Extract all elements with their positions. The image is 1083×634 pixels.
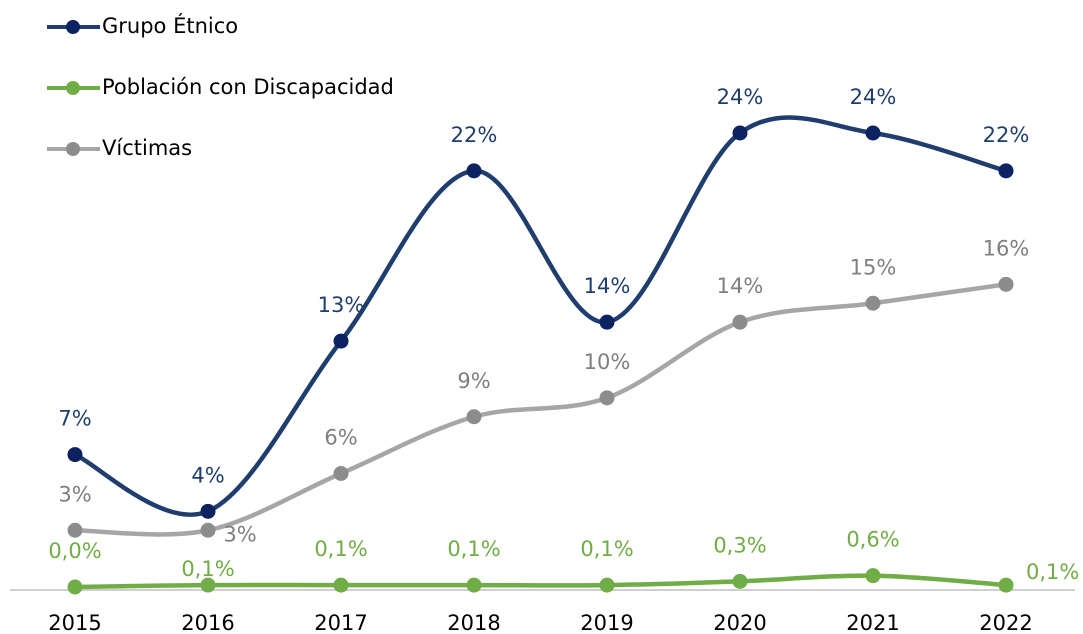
data-label: 7% [58, 407, 91, 431]
legend-label: Víctimas [102, 136, 192, 160]
data-label: 0,1% [447, 537, 500, 561]
data-label: 22% [983, 123, 1030, 147]
data-label: 22% [451, 123, 498, 147]
data-label: 4% [191, 463, 224, 487]
series-line [74, 573, 1007, 590]
x-tick-label: 2019 [580, 611, 633, 634]
point [732, 573, 748, 589]
data-label: 24% [850, 85, 897, 109]
series-line [74, 282, 1007, 537]
legend-label: Grupo Étnico [102, 13, 238, 38]
point [67, 579, 83, 595]
point [333, 333, 349, 349]
x-tick-label: 2015 [48, 611, 101, 634]
point [67, 522, 83, 538]
point [466, 409, 482, 425]
point [333, 577, 349, 593]
x-tick-label: 2022 [979, 611, 1032, 634]
point [200, 577, 216, 593]
data-label: 24% [717, 85, 764, 109]
x-tick-label: 2018 [447, 611, 500, 634]
point [998, 163, 1014, 179]
point [865, 568, 881, 584]
point [466, 577, 482, 593]
point [732, 314, 748, 330]
data-label: 3% [223, 522, 256, 546]
point [333, 466, 349, 481]
data-label: 0,6% [846, 528, 899, 552]
data-label: 14% [717, 274, 764, 298]
point [466, 163, 482, 179]
point [200, 522, 216, 538]
point [599, 314, 615, 330]
data-label: 0,3% [713, 533, 766, 557]
point [67, 447, 83, 463]
data-label: 0,0% [48, 539, 101, 563]
x-tick-label: 2021 [846, 611, 899, 634]
point [599, 577, 615, 593]
legend-marker [66, 81, 80, 95]
point [865, 125, 881, 141]
legend-marker [66, 20, 80, 34]
series-line [74, 115, 1007, 517]
x-tick-label: 2017 [314, 611, 367, 634]
point [998, 577, 1014, 593]
data-label: 14% [584, 274, 631, 298]
x-tick-label: 2020 [713, 611, 766, 634]
data-label: 0,1% [580, 537, 633, 561]
legend-marker [66, 142, 80, 156]
point [865, 295, 881, 311]
point [599, 390, 615, 406]
data-label: 0,1% [314, 537, 367, 561]
data-label: 0,1% [181, 557, 234, 581]
point [998, 276, 1014, 292]
data-label: 3% [58, 482, 91, 506]
data-label: 15% [850, 255, 897, 279]
legend-label: Población con Discapacidad [102, 75, 394, 99]
data-label: 0,1% [1026, 560, 1079, 584]
x-tick-label: 2016 [181, 611, 234, 634]
data-label: 10% [584, 350, 631, 374]
point [732, 125, 748, 141]
data-label: 6% [324, 426, 357, 450]
data-label: 13% [318, 293, 365, 317]
data-label: 9% [457, 369, 490, 393]
data-label: 16% [983, 236, 1030, 260]
point [200, 503, 216, 519]
